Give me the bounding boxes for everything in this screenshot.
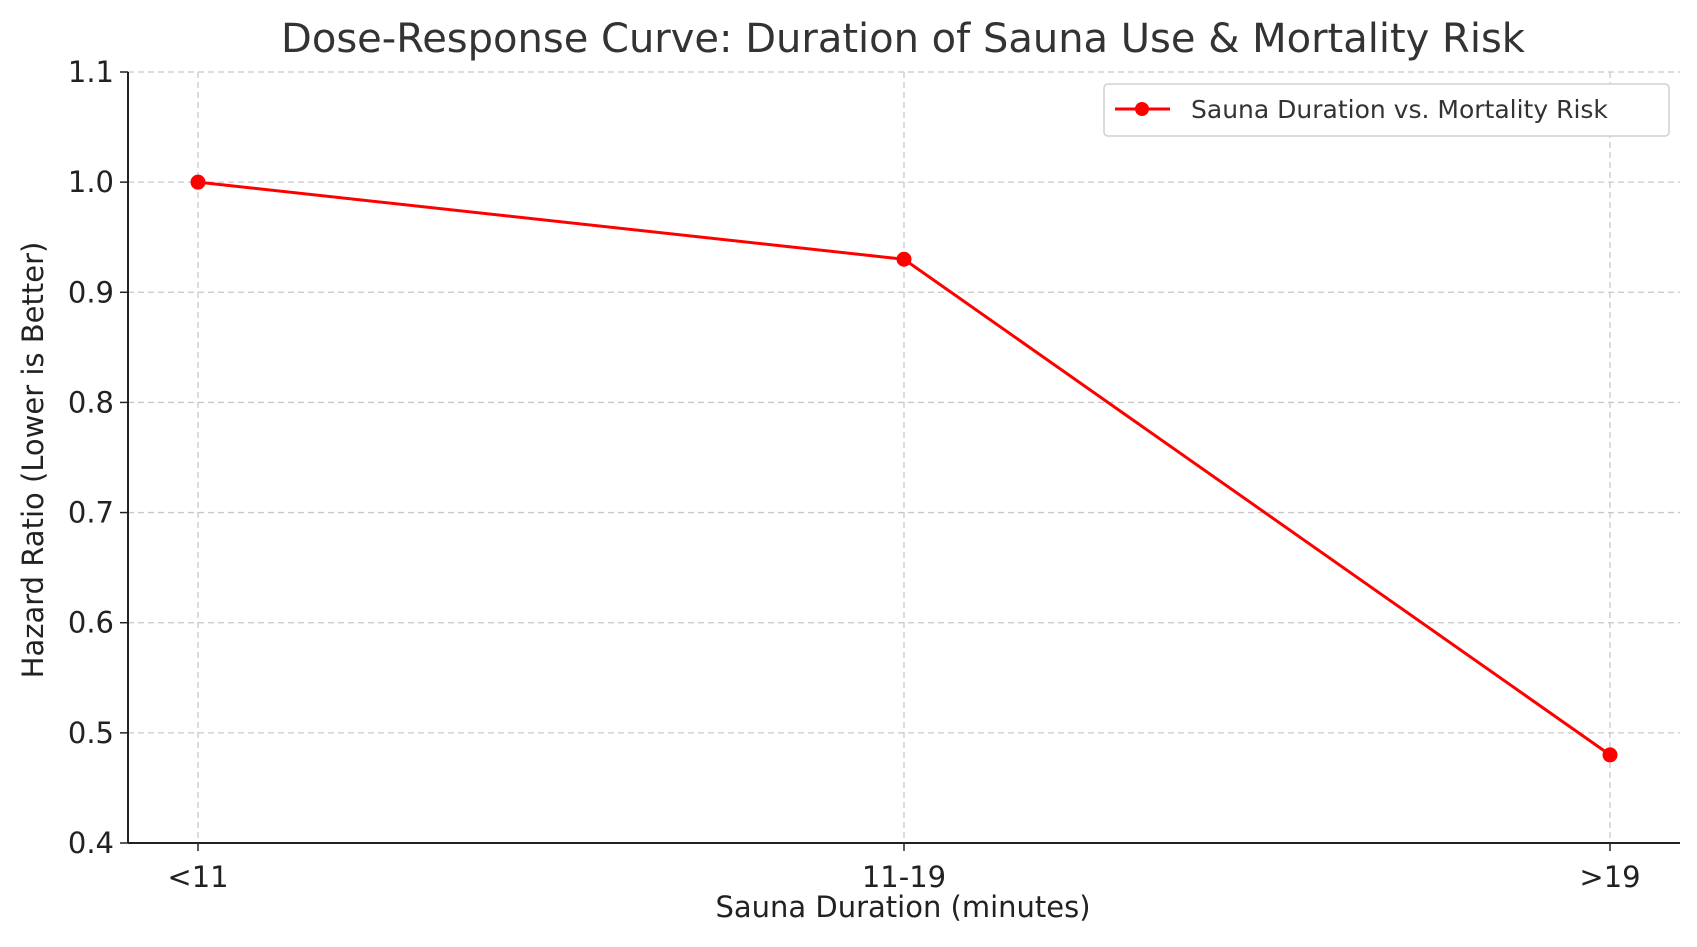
y-tick-label: 0.5: [68, 716, 114, 750]
y-tick-label: 0.8: [68, 385, 114, 419]
legend-series-label: Sauna Duration vs. Mortality Risk: [1191, 95, 1608, 124]
y-tick-label: 1.0: [68, 165, 114, 199]
ticks: 0.4 0.5 0.6 0.7 0.8 0.9 1.0 1.1 <11 11-19 >19: [68, 55, 1641, 894]
x-axis-label: Sauna Duration (minutes): [715, 890, 1090, 924]
y-tick-label: 0.6: [68, 606, 114, 640]
y-tick-label: 0.9: [68, 275, 114, 309]
x-tick-label: <11: [167, 860, 228, 894]
legend: Sauna Duration vs. Mortality Risk: [1103, 83, 1670, 137]
y-tick-label: 0.7: [68, 496, 114, 530]
y-tick-label: 1.1: [68, 55, 114, 89]
data-point: [190, 174, 206, 190]
x-tick-label: >19: [1579, 860, 1640, 894]
data-point: [1602, 747, 1618, 763]
data-point: [896, 251, 912, 267]
y-axis-label: Hazard Ratio (Lower is Better): [16, 242, 50, 679]
y-tick-label: 0.4: [68, 826, 114, 860]
series: [190, 174, 1618, 763]
chart-title: Dose-Response Curve: Duration of Sauna U…: [281, 16, 1526, 62]
legend-box: [1103, 83, 1670, 137]
legend-marker-sample: [1135, 102, 1149, 116]
x-tick-label: 11-19: [862, 860, 946, 894]
